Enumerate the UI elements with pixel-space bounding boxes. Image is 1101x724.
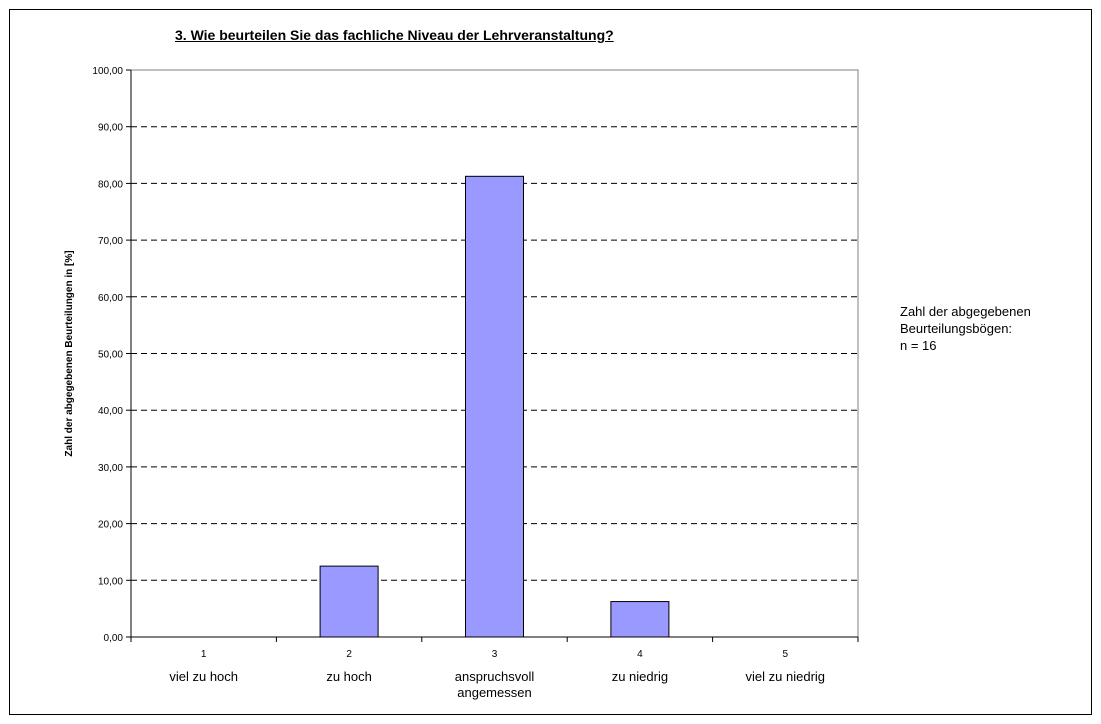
x-tick-label: 5 — [783, 649, 789, 660]
x-tick-label: 3 — [492, 649, 498, 660]
category-label: anspruchsvoll — [455, 669, 535, 684]
x-tick-label: 1 — [201, 649, 207, 660]
chart-title: 3. Wie beurteilen Sie das fachliche Nive… — [175, 27, 614, 43]
x-tick-label: 2 — [346, 649, 352, 660]
y-tick-label: 20,00 — [98, 520, 123, 531]
y-tick-label: 30,00 — [98, 463, 123, 474]
bar — [465, 175, 524, 638]
y-axis-title: Zahl der abgegebenen Beurteilungen in [%… — [64, 250, 75, 456]
chart-frame — [9, 9, 1092, 715]
category-label: zu hoch — [326, 669, 372, 684]
bars — [319, 175, 670, 638]
bar — [610, 601, 670, 638]
tick-labels: 0,00 10,00 20,00 30,00 40,00 50,00 60,00 70,00 8… — [64, 66, 825, 700]
y-tick-label: 50,00 — [98, 350, 123, 361]
category-label: viel zu hoch — [169, 669, 238, 684]
axes — [126, 69, 859, 642]
note-line-1: Zahl der abgegebenen — [900, 304, 1031, 319]
note-line-3: n = 16 — [900, 338, 937, 353]
y-tick-label: 100,00 — [92, 66, 123, 77]
y-tick-label: 80,00 — [98, 179, 123, 190]
y-tick-label: 60,00 — [98, 293, 123, 304]
y-tick-label: 40,00 — [98, 406, 123, 417]
y-tick-label: 70,00 — [98, 236, 123, 247]
y-tick-label: 90,00 — [98, 123, 123, 134]
bar — [319, 565, 379, 638]
category-label: angemessen — [457, 685, 531, 700]
note-line-2: Beurteilungsbögen: — [900, 321, 1013, 336]
category-label: zu niedrig — [612, 669, 668, 684]
respondent-count-note: Zahl der abgegebenen Beurteilungsbögen: … — [900, 303, 1031, 354]
y-tick-label: 0,00 — [104, 633, 124, 644]
category-label: viel zu niedrig — [746, 669, 826, 684]
y-tick-label: 10,00 — [98, 576, 123, 587]
x-tick-label: 4 — [637, 649, 643, 660]
